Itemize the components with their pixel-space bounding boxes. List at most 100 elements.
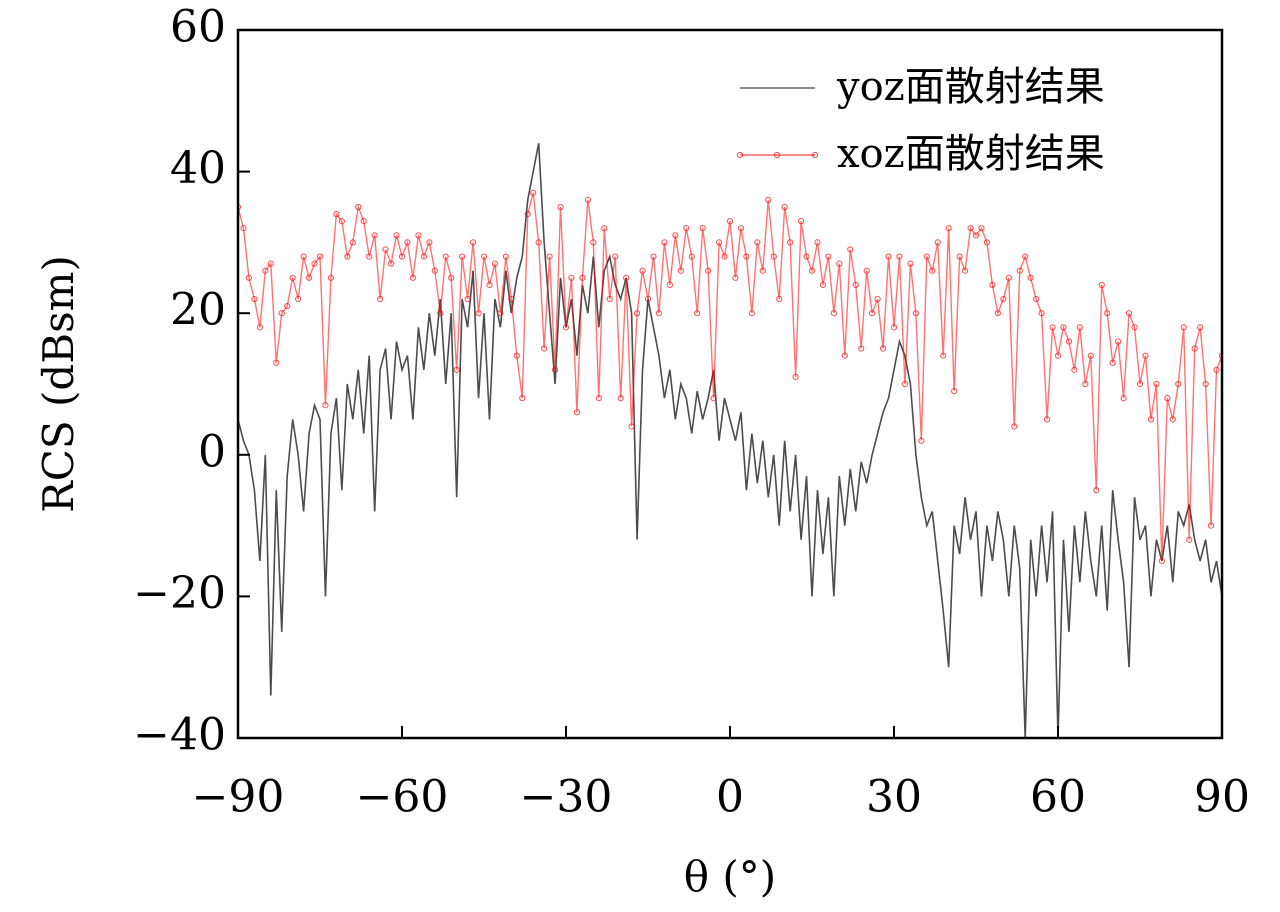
series-marker <box>896 253 903 260</box>
series-marker <box>464 295 471 303</box>
series-marker <box>612 253 619 260</box>
series-marker <box>770 253 777 260</box>
series-marker <box>912 310 919 317</box>
series-marker <box>623 274 630 281</box>
series-marker <box>961 267 969 274</box>
series-marker <box>1027 274 1034 281</box>
series-marker <box>918 437 925 444</box>
series-marker <box>1065 338 1073 345</box>
series-marker <box>929 267 936 274</box>
series-marker <box>797 218 805 225</box>
series-marker <box>841 352 848 359</box>
series-marker <box>721 253 728 260</box>
series-marker <box>1076 324 1083 331</box>
series-marker <box>541 345 548 352</box>
series-marker <box>1197 324 1204 331</box>
series-marker <box>284 303 291 310</box>
series-marker <box>945 225 952 232</box>
series-marker <box>847 246 854 253</box>
series-marker <box>1060 324 1067 331</box>
x-tick-label: −30 <box>520 772 613 823</box>
series-marker <box>393 232 400 239</box>
y-tick-label: 40 <box>170 143 226 194</box>
series-marker <box>256 324 263 331</box>
series-marker <box>759 267 766 274</box>
series-line <box>238 192 1222 562</box>
series-marker <box>245 274 253 281</box>
series-marker <box>951 387 958 395</box>
series-marker <box>1164 395 1171 402</box>
series-marker <box>469 239 477 246</box>
series-marker <box>568 274 575 281</box>
series-marker <box>426 239 433 246</box>
series-marker <box>655 310 663 317</box>
legend-marker <box>773 151 781 159</box>
series-marker <box>502 253 509 260</box>
series-marker <box>661 239 668 246</box>
series-marker <box>491 260 499 267</box>
series-marker <box>890 324 898 331</box>
x-tick-label: 60 <box>1030 772 1086 823</box>
series-marker <box>617 395 624 402</box>
series-marker <box>781 203 788 211</box>
series-marker <box>628 423 635 430</box>
x-tick-label: 90 <box>1194 772 1250 823</box>
series-marker <box>644 295 652 303</box>
series-marker <box>278 310 285 317</box>
series-marker <box>1142 352 1149 359</box>
series-marker <box>573 409 581 416</box>
y-tick-label: 0 <box>198 426 226 477</box>
series-marker <box>792 373 799 381</box>
series-marker <box>956 253 963 260</box>
series-marker <box>398 253 406 260</box>
series-marker <box>475 310 482 317</box>
series-marker <box>633 310 641 317</box>
series-marker <box>830 310 837 317</box>
series-marker <box>1005 274 1012 281</box>
series-marker <box>1071 366 1078 373</box>
series-marker <box>316 253 324 260</box>
series-marker <box>1016 267 1023 274</box>
series-marker <box>699 225 706 232</box>
series-marker <box>371 232 378 239</box>
series-marker <box>387 260 395 267</box>
series-marker <box>1115 338 1122 345</box>
series-marker <box>273 359 280 366</box>
series-marker <box>814 239 821 246</box>
series-marker <box>858 345 865 352</box>
series-marker <box>295 295 302 303</box>
series-marker <box>776 295 783 303</box>
series-marker <box>1218 352 1222 359</box>
series-marker <box>672 232 679 239</box>
series-marker <box>901 380 909 388</box>
series-marker <box>879 345 887 352</box>
series-marker <box>726 218 734 225</box>
series-marker <box>1087 352 1094 359</box>
series-marker <box>1136 380 1144 388</box>
series-marker <box>431 267 438 274</box>
series-marker <box>1131 324 1138 331</box>
series-marker <box>584 196 591 204</box>
y-tick-label: −20 <box>133 568 226 619</box>
series-marker <box>1186 536 1193 543</box>
series-marker <box>366 253 373 260</box>
series-marker <box>803 253 810 260</box>
series-marker <box>972 232 980 239</box>
series-marker <box>480 253 488 260</box>
series-marker <box>787 239 794 246</box>
series-marker <box>1180 324 1187 331</box>
series-marker <box>683 225 690 232</box>
series-marker <box>442 253 449 260</box>
series-marker <box>508 295 515 303</box>
series-marker <box>1109 359 1116 366</box>
y-tick-label: −40 <box>133 710 226 761</box>
series-marker <box>934 239 941 246</box>
series-marker <box>1043 416 1051 423</box>
x-tick-label: 30 <box>866 772 922 823</box>
x-tick-label: −90 <box>192 772 285 823</box>
series-marker <box>1169 416 1176 423</box>
series-marker <box>869 310 876 317</box>
series-marker <box>360 218 367 225</box>
series-marker <box>262 267 269 274</box>
series-marker <box>1022 253 1029 260</box>
